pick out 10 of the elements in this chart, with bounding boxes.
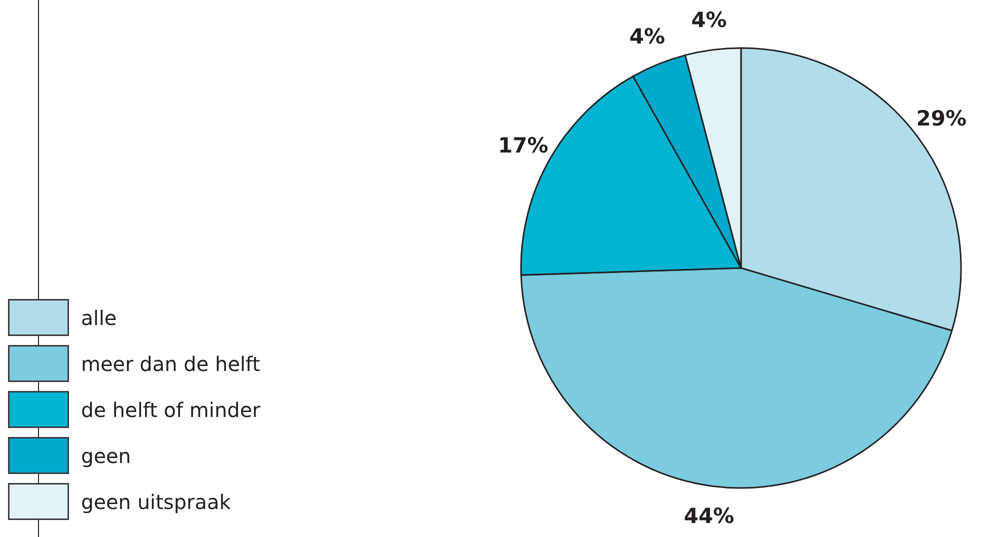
data-label: 4% bbox=[691, 8, 727, 32]
legend-label: geen bbox=[81, 444, 131, 468]
legend-label: de helft of minder bbox=[81, 398, 260, 422]
data-label: 17% bbox=[498, 133, 548, 158]
data-label: 4% bbox=[629, 24, 666, 48]
legend-label: meer dan de helft bbox=[81, 352, 260, 376]
data-label: 29% bbox=[916, 106, 966, 130]
legend-label: alle bbox=[81, 306, 117, 330]
legend-label: geen uitspraak bbox=[81, 490, 231, 514]
data-label: 44% bbox=[684, 504, 734, 528]
